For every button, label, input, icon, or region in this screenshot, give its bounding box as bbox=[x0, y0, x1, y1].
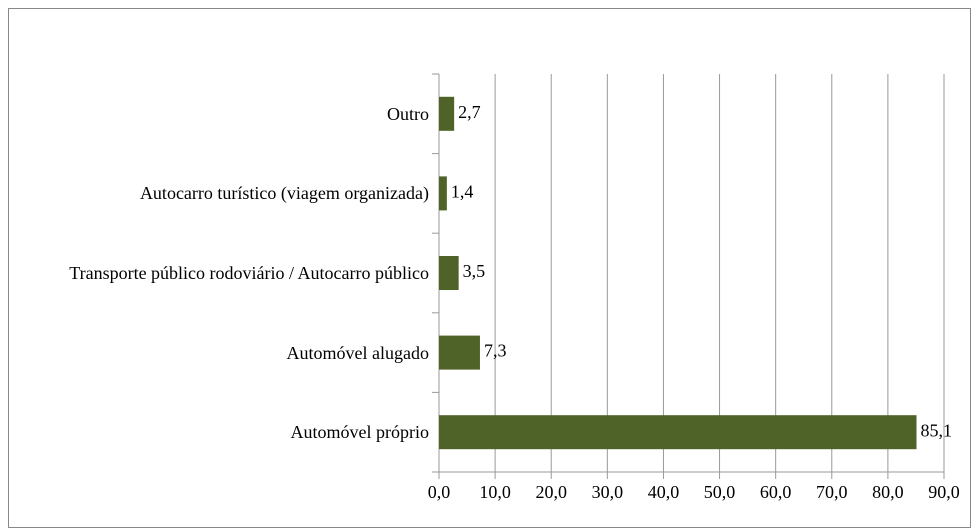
value-label: 2,7 bbox=[458, 102, 481, 122]
x-tick-label: 30,0 bbox=[592, 482, 624, 502]
x-tick-label: 20,0 bbox=[535, 482, 567, 502]
x-tick-label: 0,0 bbox=[428, 482, 451, 502]
y-tick-label: Automóvel alugado bbox=[286, 342, 429, 363]
x-tick-label: 10,0 bbox=[479, 482, 511, 502]
x-tick-label: 90,0 bbox=[928, 482, 960, 502]
bar bbox=[439, 176, 447, 211]
x-tick-label: 60,0 bbox=[760, 482, 792, 502]
bar bbox=[439, 96, 455, 131]
y-tick-label: Transporte público rodoviário / Autocarr… bbox=[69, 263, 429, 283]
y-tick-label: Autocarro turístico (viagem organizada) bbox=[139, 183, 429, 204]
y-tick-label: Outro bbox=[387, 103, 429, 124]
value-label: 1,4 bbox=[451, 182, 474, 202]
value-label: 3,5 bbox=[463, 261, 486, 281]
x-tick-label: 50,0 bbox=[704, 482, 736, 502]
x-tick-label: 80,0 bbox=[872, 482, 904, 502]
value-label: 85,1 bbox=[921, 420, 953, 440]
bar bbox=[439, 256, 459, 290]
bar bbox=[439, 415, 917, 450]
y-tick-label: Automóvel próprio bbox=[290, 422, 429, 443]
value-label: 7,3 bbox=[484, 341, 507, 361]
x-tick-label: 70,0 bbox=[816, 482, 848, 502]
bar bbox=[439, 335, 480, 370]
x-tick-label: 40,0 bbox=[648, 482, 680, 502]
